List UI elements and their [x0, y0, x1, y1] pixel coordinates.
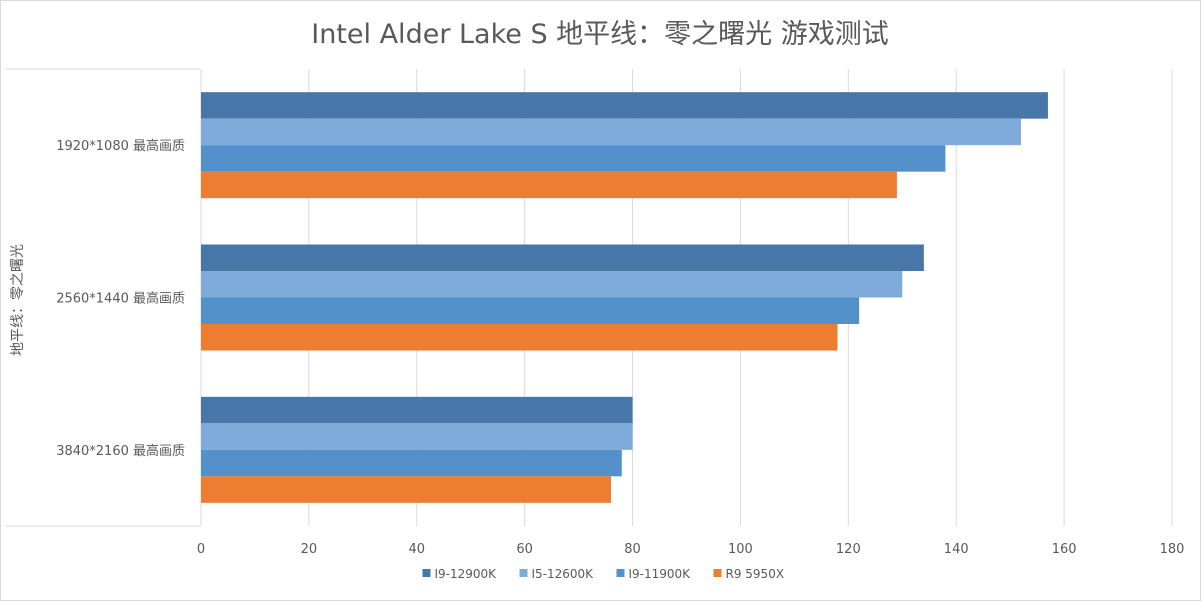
- bar-3-3: [201, 449, 622, 477]
- y-axis-title: 地平线：零之曙光: [10, 244, 26, 356]
- category-label: 2560*1440 最高画质: [56, 291, 185, 307]
- category-label: 1920*1080 最高画质: [56, 138, 185, 154]
- legend-label: I9-11900K: [629, 567, 692, 581]
- legend-label: I5-12600K: [532, 567, 595, 581]
- bar-1-2: [201, 118, 1021, 146]
- bar-3-2: [201, 423, 633, 450]
- legend-swatch-1: [422, 569, 431, 577]
- x-tick-label: 160: [1052, 542, 1077, 557]
- category-labels: 1920*1080 最高画质 2560*1440 最高画质 3840*2160 最高…: [56, 138, 185, 459]
- bar-2-3: [201, 297, 860, 324]
- bar-1-1: [201, 92, 1048, 119]
- bar-1-4: [201, 171, 897, 199]
- bar-1-3: [201, 145, 946, 172]
- x-tick-label: 140: [944, 542, 969, 557]
- legend: I9-12900K I5-12600K I9-11900K R9 5950X: [422, 567, 785, 581]
- bars-group: [201, 92, 1048, 503]
- x-tick-label: 20: [301, 542, 318, 557]
- x-tick-label: 120: [836, 542, 861, 557]
- x-axis-ticks: 0 20 40 60 80 100 120 140 160 180: [197, 542, 1185, 557]
- bar-2-4: [201, 324, 838, 351]
- legend-label: I9-12900K: [435, 567, 498, 581]
- x-tick-label: 40: [409, 542, 426, 557]
- x-tick-label: 180: [1160, 542, 1185, 557]
- legend-swatch-2: [519, 569, 528, 577]
- bar-3-1: [201, 396, 633, 424]
- chart-title: Intel Alder Lake S 地平线：零之曙光 游戏测试: [311, 19, 889, 50]
- legend-swatch-3: [616, 569, 625, 577]
- x-tick-label: 80: [624, 542, 641, 557]
- x-tick-label: 0: [197, 542, 205, 557]
- category-label: 3840*2160 最高画质: [56, 443, 185, 459]
- x-tick-label: 100: [728, 542, 753, 557]
- bar-2-2: [201, 271, 903, 298]
- bar-3-4: [201, 476, 611, 503]
- bar-2-1: [201, 244, 924, 271]
- x-tick-label: 60: [516, 542, 533, 557]
- legend-swatch-4: [713, 569, 722, 577]
- legend-label: R9 5950X: [726, 567, 785, 581]
